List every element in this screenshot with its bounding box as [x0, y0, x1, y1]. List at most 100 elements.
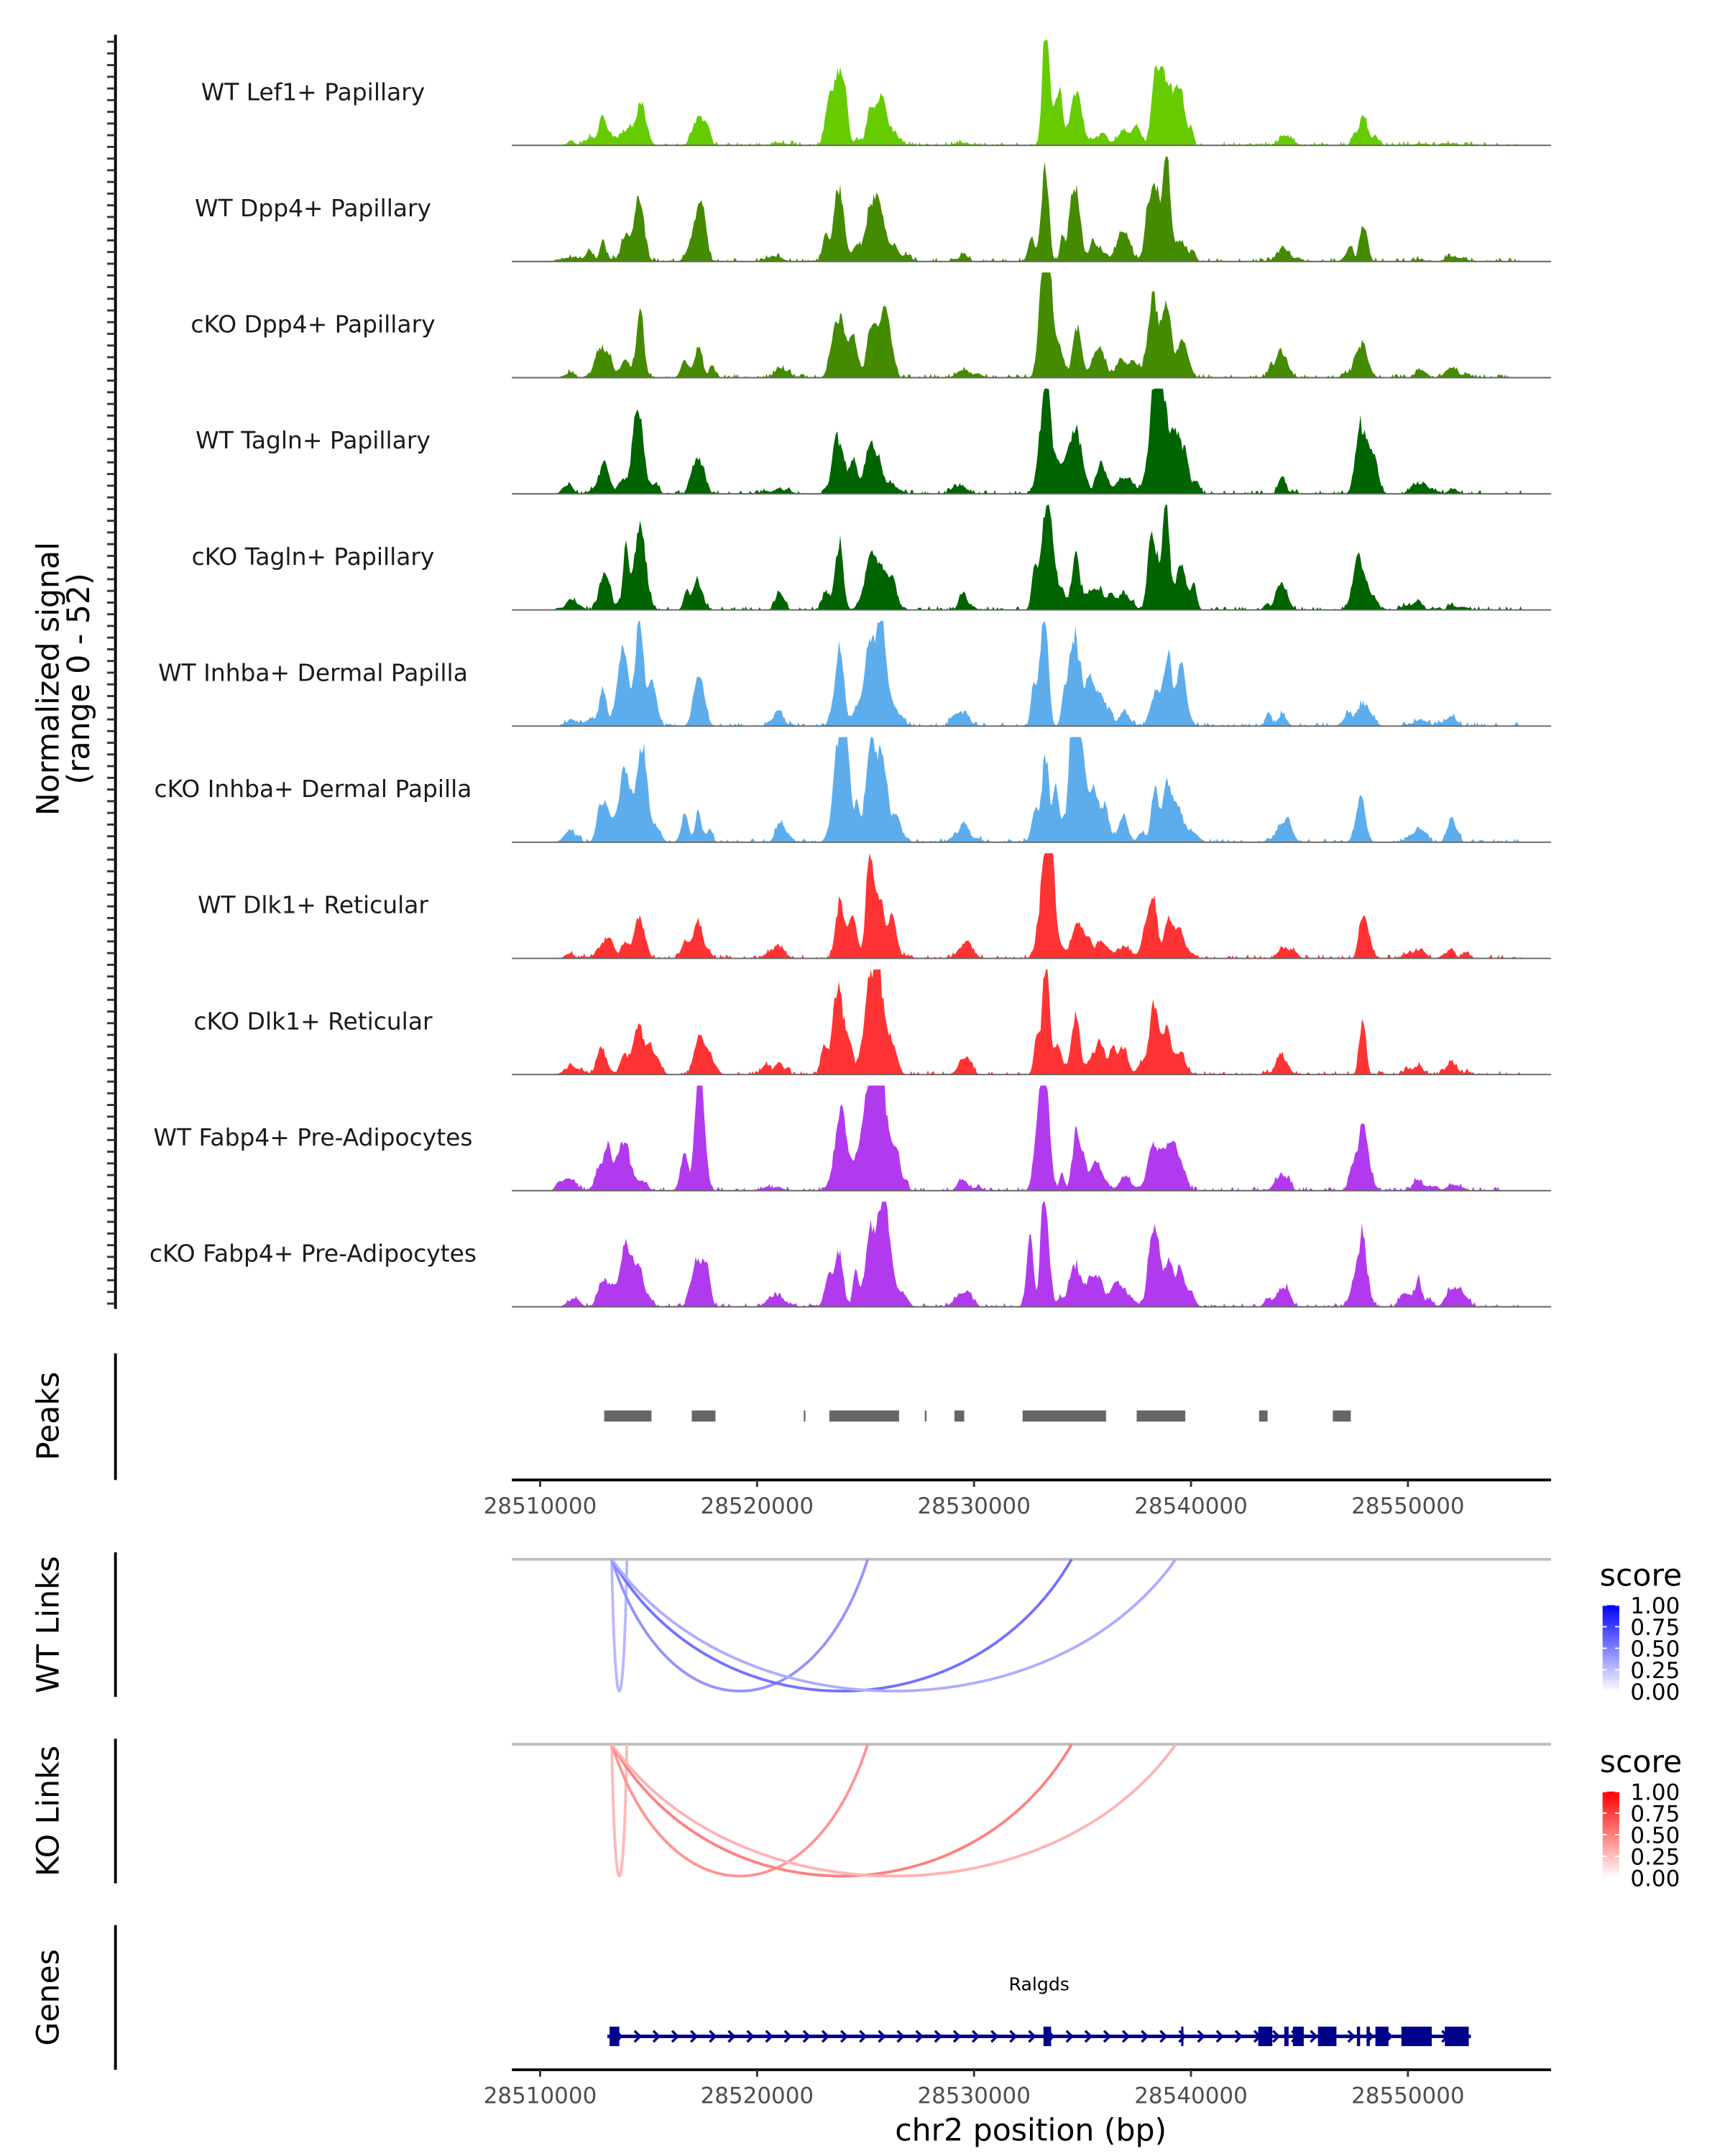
- coverage-track: cKO Dlk1+ Reticular: [193, 969, 1552, 1076]
- coverage-area: [512, 272, 1552, 378]
- coverage-area: [512, 969, 1552, 1075]
- strand-arrow: [1121, 2030, 1131, 2043]
- link-arc: [610, 1558, 1177, 1692]
- strand-arrow: [915, 2030, 924, 2043]
- peaks-label: Peaks: [30, 1372, 66, 1460]
- x-tick-label: 28550000: [1351, 1493, 1465, 1519]
- strand-arrow: [1028, 2030, 1036, 2043]
- peak-region: [1333, 1410, 1351, 1422]
- coverage-area: [512, 853, 1552, 959]
- strand-arrow: [1197, 2030, 1205, 2043]
- track-label: WT Lef1+ Papillary: [201, 78, 426, 106]
- legend-tick-label: 0.50: [1630, 1636, 1680, 1662]
- ko-legend-ticks: 1.000.750.500.250.00: [1602, 1780, 1680, 1892]
- legend-tick-label: 0.25: [1630, 1658, 1680, 1684]
- exon: [1366, 2027, 1370, 2047]
- track-label: cKO Dlk1+ Reticular: [193, 1007, 433, 1035]
- track-label: cKO Fabp4+ Pre-Adipocytes: [150, 1239, 477, 1267]
- ko-links-label: KO Links: [30, 1746, 66, 1876]
- strand-arrow: [1178, 2030, 1187, 2043]
- wt-links-panel: WT Links: [30, 1552, 1552, 1697]
- x-tick-label: 28530000: [917, 2083, 1031, 2109]
- link-arc: [610, 1559, 870, 1692]
- strand-arrow: [1103, 2030, 1112, 2043]
- x-tick-label: 28540000: [1134, 1493, 1248, 1519]
- exon: [1258, 2027, 1273, 2047]
- legend-tick-label: 1.00: [1630, 1593, 1680, 1619]
- ko-links-panel: KO Links: [30, 1738, 1552, 1884]
- coverage-track: WT Fabp4+ Pre-Adipocytes: [153, 1085, 1552, 1192]
- x-axis-genes: 28510000 28520000 28530000 28540000 28550000: [484, 2068, 1552, 2109]
- coverage-y-ticks: [107, 40, 116, 1305]
- strand-arrow: [971, 2030, 980, 2043]
- link-arc: [610, 1559, 629, 1692]
- coverage-area: [512, 621, 1552, 727]
- strand-arrow: [952, 2030, 962, 2043]
- track-label: WT Dpp4+ Papillary: [195, 194, 431, 222]
- ko-score-legend: score 1.000.750.500.250.00: [1600, 1744, 1682, 1892]
- track-label: cKO Dpp4+ Papillary: [190, 310, 435, 338]
- strand-arrow: [1159, 2030, 1168, 2043]
- exon: [1292, 2027, 1304, 2047]
- coverage-track: WT Dpp4+ Papillary: [195, 156, 1552, 262]
- link-arc: [610, 1558, 1073, 1692]
- coverage-area: [512, 388, 1552, 494]
- ko-link-arcs: [610, 1743, 1177, 1878]
- strand-arrow: [1215, 2030, 1225, 2043]
- x-tick-label: 28530000: [917, 1493, 1031, 1519]
- coverage-track: WT Inhba+ Dermal Papilla: [158, 621, 1552, 727]
- coverage-track: WT Tagln+ Papillary: [196, 388, 1552, 495]
- exon: [1445, 2027, 1469, 2047]
- x-axis-title: chr2 position (bp): [895, 2113, 1167, 2149]
- strand-arrow: [840, 2030, 849, 2043]
- track-label: WT Inhba+ Dermal Papilla: [158, 658, 468, 686]
- strand-arrow: [821, 2030, 830, 2043]
- legend-tick-label: 0.75: [1630, 1615, 1680, 1641]
- coverage-area: [512, 40, 1552, 146]
- x-tick-label: 28540000: [1134, 2083, 1248, 2109]
- strand-arrow: [934, 2030, 943, 2043]
- peak-region: [804, 1410, 806, 1422]
- link-arc: [610, 1743, 870, 1878]
- strand-arrow: [709, 2030, 717, 2043]
- gene-name: Ralgds: [1009, 1974, 1070, 1995]
- strand-arrow: [1141, 2030, 1149, 2043]
- x-tick-label: 28510000: [484, 1493, 597, 1519]
- exon: [610, 2027, 620, 2047]
- link-arc: [610, 1743, 1073, 1878]
- strand-arrow: [633, 2030, 643, 2043]
- exon: [1401, 2027, 1432, 2047]
- peak-regions: [604, 1410, 1351, 1422]
- coverage-area: [512, 1085, 1552, 1191]
- strand-arrow: [1234, 2030, 1243, 2043]
- exon: [1317, 2027, 1337, 2047]
- link-arc: [610, 1743, 1177, 1878]
- strand-arrow: [727, 2030, 736, 2043]
- legend-tick-label: 0.00: [1630, 1866, 1680, 1892]
- strand-arrow: [896, 2030, 905, 2043]
- coverage-y-axis: Normalized signal (range 0 - 52): [30, 34, 117, 1309]
- track-label: cKO Tagln+ Papillary: [192, 543, 435, 571]
- peak-region: [954, 1410, 965, 1422]
- strand-arrow: [783, 2030, 793, 2043]
- legend-tick-label: 0.25: [1630, 1845, 1680, 1871]
- legend-tick-label: 0.00: [1630, 1680, 1680, 1705]
- gene-model: Ralgds: [607, 1974, 1471, 2047]
- exon: [1375, 2027, 1389, 2047]
- coverage-track: cKO Inhba+ Dermal Papilla: [155, 737, 1552, 843]
- strand-arrow: [652, 2030, 661, 2043]
- peak-region: [829, 1410, 899, 1422]
- strand-arrow: [859, 2030, 868, 2043]
- strand-arrow: [802, 2030, 811, 2043]
- wt-score-legend: score 1.000.750.500.250.00: [1600, 1557, 1682, 1705]
- peak-region: [604, 1410, 652, 1422]
- track-label: WT Dlk1+ Reticular: [198, 891, 428, 919]
- x-tick-label: 28520000: [701, 1493, 814, 1519]
- exon: [1284, 2027, 1289, 2047]
- coverage-track: cKO Dpp4+ Papillary: [190, 272, 1552, 379]
- coverage-y-axis-subtitle: (range 0 - 52): [61, 573, 97, 784]
- strand-arrow: [746, 2030, 755, 2043]
- peak-region: [924, 1410, 927, 1422]
- link-arc: [610, 1744, 629, 1878]
